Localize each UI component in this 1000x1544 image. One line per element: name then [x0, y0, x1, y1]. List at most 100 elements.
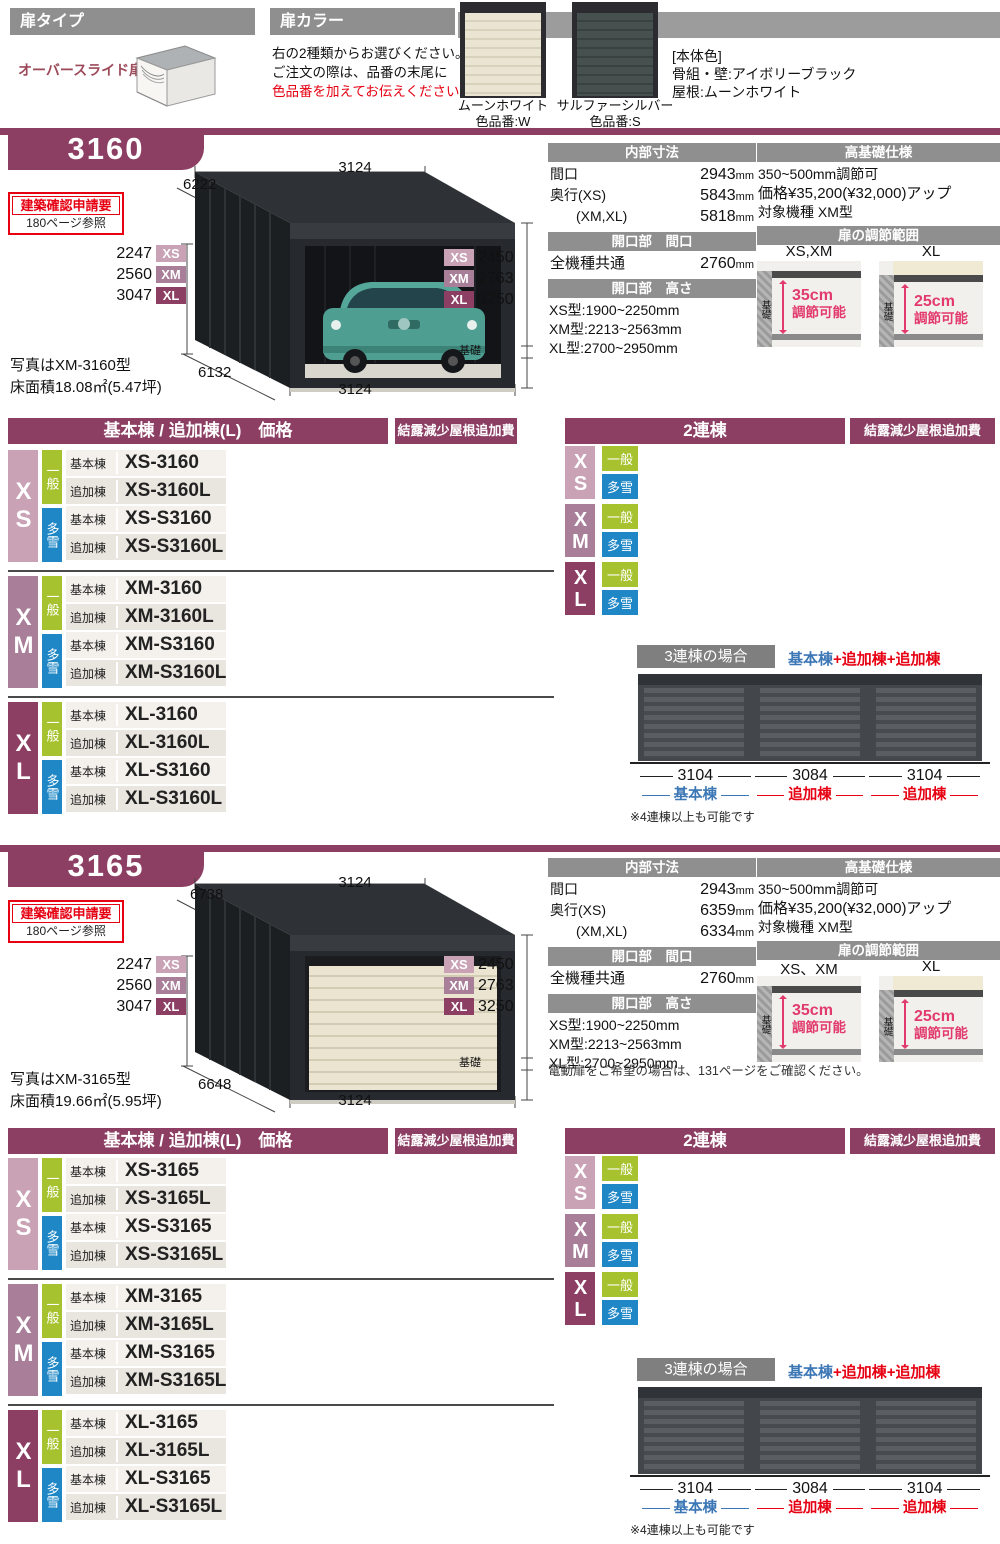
- foundation-spec-header: 高基礎仕様: [757, 858, 1000, 877]
- door-range-left-label: XS、XM: [780, 961, 838, 978]
- foundation-pillar: 基礎: [757, 271, 772, 347]
- group-separator: [8, 696, 554, 698]
- ground-line: [630, 1475, 990, 1477]
- ground-bar: [772, 334, 861, 340]
- permit-line2: 180ページ参照: [26, 216, 106, 230]
- roof-bar: [893, 976, 983, 990]
- moon-white-door: [465, 13, 541, 96]
- climate-snow: 多雪: [602, 474, 638, 499]
- door-range-header: 扉の調節範囲: [757, 941, 1000, 960]
- dim-right-xs: XS 2450: [444, 248, 514, 267]
- roof-bar: [893, 261, 983, 275]
- dim-left-xm: 2560 XM: [110, 976, 186, 995]
- inner-dims-header: 内部寸法: [548, 858, 756, 877]
- formula-base: 基本棟: [788, 651, 834, 668]
- price-row: 基本棟 XM-3165: [66, 1284, 226, 1310]
- door-bar: [879, 990, 983, 997]
- swatch-moon-white: [460, 2, 546, 98]
- price-row: 追加棟 XL-3165L: [66, 1438, 226, 1464]
- opening-height-xl: XL型:2700~2950mm: [549, 1055, 678, 1071]
- swatch-code-1: 色品番:W: [475, 114, 531, 129]
- foundation-line2: 価格¥35,200(¥32,000)アップ: [758, 900, 952, 917]
- price-row: 基本棟 XL-3160: [66, 702, 226, 728]
- permit-line1: 建築確認申請要: [12, 904, 120, 923]
- garage-illustration-3160: [176, 166, 533, 401]
- climate-snow: 多雪: [602, 1242, 638, 1267]
- inner-dims-3160: 内部寸法 間口 2943mm 奥行(XS) 5843mm (XM,XL) 5818mm…: [548, 143, 756, 358]
- price-group-xm: XM 一般 多雪 基本棟 XM-3160 追加棟 XM-3160L 基本棟 XM-S3…: [8, 576, 555, 688]
- opening-height-xl: XL型:2700~2950mm: [549, 340, 678, 356]
- door-range-right-label: XL: [921, 958, 941, 975]
- price-row: 追加棟 XM-S3165L: [66, 1368, 226, 1394]
- triplex-roof: [638, 1387, 982, 1398]
- climate-snow: 多雪: [602, 532, 638, 557]
- dim-depth-top: 6738: [190, 886, 224, 903]
- door-bar: [757, 986, 861, 993]
- price-table-header-3160: 基本棟 / 追加棟(L) 価格: [8, 418, 388, 444]
- duplex-group-xl: XL 一般 多雪: [565, 1272, 675, 1325]
- size-chip-xl: XL: [444, 291, 474, 308]
- dim-top-width: 3124: [338, 159, 372, 176]
- door-range-header: 扉の調節範囲: [757, 226, 1000, 245]
- triplex-door: [876, 1401, 976, 1471]
- climate-snow: 多雪: [42, 634, 62, 688]
- dim-bottom-width: 3124: [338, 381, 372, 398]
- climate-general: 一般: [42, 1410, 62, 1464]
- door-range-diagram-xsxm: 基礎 35cm 調節可能: [757, 261, 861, 347]
- size-chip-xm: XM: [444, 270, 474, 287]
- foundation-vertical-label: 基礎: [881, 301, 893, 321]
- triplex-note: ※4連棟以上も可能です: [630, 810, 755, 824]
- dim-depth-bottom: 6648: [198, 1076, 232, 1093]
- foundation-pillar: 基礎: [879, 990, 894, 1062]
- triplex-dim: 3104: [638, 1479, 753, 1499]
- size-chip-xl: XL: [156, 998, 186, 1015]
- body-color-title: [本体色]: [672, 48, 722, 64]
- triplex-label-add: 追加棟: [867, 1499, 982, 1517]
- size-chip-xl: XL: [156, 287, 186, 304]
- duplex-group-xl: XL 一般 多雪: [565, 562, 675, 615]
- price-row: 基本棟 XL-S3160: [66, 758, 226, 784]
- swatch-name-1: ムーンホワイト: [457, 98, 549, 113]
- range-arrow: [779, 280, 787, 334]
- dim-value: 3250: [478, 997, 514, 1015]
- climate-snow: 多雪: [42, 508, 62, 562]
- size-label-xl: XL: [8, 1410, 38, 1522]
- triplex-label-base: 基本棟: [638, 1499, 753, 1517]
- dim-left-xl: 3047 XL: [110, 286, 186, 305]
- dim-depth-top: 6222: [183, 176, 217, 193]
- body-color-line1: 骨組・壁:アイボリーブラック: [672, 66, 857, 82]
- range-note: 25cm 調節可能: [914, 1008, 968, 1041]
- triplex-dim: 3084: [753, 766, 868, 786]
- price-row: 基本棟 XS-3160: [66, 450, 226, 476]
- body-color-line2: 屋根:ムーンホワイト: [672, 84, 802, 100]
- size-chip-xs: XS: [444, 956, 474, 973]
- triplex-door: [760, 688, 860, 758]
- dim-right-xm: XM 2763: [444, 269, 514, 288]
- climate-general: 一般: [42, 1158, 62, 1212]
- climate-general: 一般: [602, 446, 638, 471]
- dim-bottom-width: 3124: [338, 1092, 372, 1109]
- triplex-label-base: 基本棟: [638, 786, 753, 804]
- price-group-xs: XS 一般 多雪 基本棟 XS-3165 追加棟 XS-3165L 基本棟 XS-S3…: [8, 1158, 555, 1270]
- triplex-diagram-3160: [630, 672, 990, 764]
- range-arrow: [901, 999, 909, 1049]
- ground-bar: [772, 1049, 861, 1055]
- opening-height-xs: XS型:1900~2250mm: [549, 1017, 680, 1033]
- top-gray-band: [458, 12, 1000, 38]
- spec-row: (XM,XL) 5818mm: [576, 208, 754, 225]
- group-separator: [8, 570, 554, 572]
- dim-right-xl: XL 3250: [444, 290, 514, 309]
- foundation-label: 基礎: [459, 345, 481, 357]
- triplex-formula: 基本棟+追加棟+追加棟: [788, 1361, 941, 1382]
- dim-value: 3047: [116, 286, 152, 304]
- triplex-labels: 基本棟 追加棟 追加棟: [638, 1499, 982, 1517]
- size-label-xl: XL: [565, 562, 595, 615]
- group-separator: [8, 1278, 554, 1280]
- size-chip-xs: XS: [444, 249, 474, 266]
- duplex-group-xm: XM 一般 多雪: [565, 1214, 675, 1267]
- electric-door-note: 電動扉をご希望の場合は、131ページをご確認ください。: [548, 1064, 869, 1078]
- price-row: 基本棟 XL-S3165: [66, 1466, 226, 1492]
- ground-bar: [894, 334, 983, 340]
- formula-rest: +追加棟+追加棟: [833, 651, 941, 668]
- price-row: 追加棟 XM-S3160L: [66, 660, 226, 686]
